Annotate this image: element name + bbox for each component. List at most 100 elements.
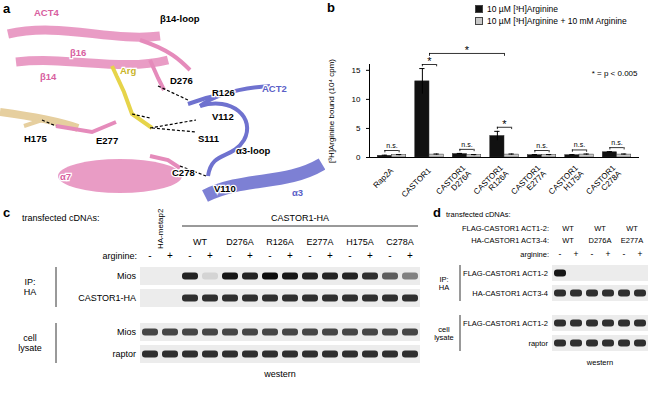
svg-text:-: - [188,250,191,261]
svg-text:raptor: raptor [112,349,136,359]
svg-text:WT: WT [562,224,574,233]
svg-text:cell: cell [23,333,37,343]
svg-text:*: * [502,118,507,130]
html-text:10 µM [³H]Arginine: 10 µM [³H]Arginine [487,4,558,14]
svg-text:H175: H175 [24,133,47,144]
svg-text:CASTOR1E277A: CASTOR1E277A [509,163,548,202]
svg-text:D276: D276 [170,75,193,86]
svg-text:-: - [268,250,271,261]
svg-text:CASTOR1-HA: CASTOR1-HA [78,293,136,303]
svg-text:ACT4: ACT4 [34,7,60,18]
svg-text:β16: β16 [70,47,86,58]
svg-text:V110: V110 [214,183,236,194]
svg-text:+: + [207,250,213,261]
svg-text:S111: S111 [198,133,220,144]
svg-text:n.s.: n.s. [536,142,547,149]
svg-text:transfected cDNAs:: transfected cDNAs: [22,213,100,223]
svg-text:R126A: R126A [266,237,294,247]
svg-text:CASTOR1R126A: CASTOR1R126A [472,163,511,202]
svg-text:western: western [263,369,296,379]
svg-text:[³H]Arginine bound (10⁴ cpm): [³H]Arginine bound (10⁴ cpm) [327,59,336,163]
svg-text:FLAG-CASTOR1 ACT1-2: FLAG-CASTOR1 ACT1-2 [463,269,548,278]
svg-text:C278: C278 [172,167,195,178]
svg-text:-: - [559,249,562,259]
svg-text:*: * [465,44,470,56]
svg-text:+: + [167,250,173,261]
svg-text:western: western [586,358,613,367]
svg-text:0: 0 [356,153,361,162]
svg-text:arginine:: arginine: [520,250,549,259]
svg-text:α3-loop: α3-loop [236,145,271,156]
svg-text:*: * [427,55,432,67]
svg-text:Mios: Mios [117,327,137,337]
svg-text:WT: WT [594,224,606,233]
svg-text:HA-metap2: HA-metap2 [156,208,165,249]
svg-text:* = p < 0.005: * = p < 0.005 [592,69,638,78]
svg-text:IP:: IP: [24,277,35,287]
svg-text:10: 10 [352,95,361,104]
svg-text:β14: β14 [40,71,57,82]
svg-text:HA-CASTOR1 ACT3-4:: HA-CASTOR1 ACT3-4: [471,236,549,245]
svg-text:E277A: E277A [306,237,333,247]
svg-text:n.s.: n.s. [574,141,585,148]
svg-text:15: 15 [352,66,361,75]
svg-text:+: + [574,249,579,259]
svg-text:arginine:: arginine: [102,251,137,261]
svg-text:CASTOR1: CASTOR1 [400,166,433,199]
svg-text:-: - [623,249,626,259]
svg-text:WT: WT [626,224,638,233]
svg-text:-: - [348,250,351,261]
svg-text:IP:: IP: [439,274,449,284]
svg-text:-: - [388,250,391,261]
svg-text:transfected cDNAs:: transfected cDNAs: [446,210,511,219]
svg-text:β14-loop: β14-loop [160,13,200,24]
svg-text:R126: R126 [212,87,235,98]
svg-text:V112: V112 [212,111,234,122]
svg-text:+: + [367,250,373,261]
html-text:10 µM [³H]Arginine + 10 mM Arg: 10 µM [³H]Arginine + 10 mM Arginine [487,16,627,26]
svg-text:D276A: D276A [589,236,612,245]
svg-text:CASTOR1C278A: CASTOR1C278A [584,163,623,202]
svg-text:lysate: lysate [434,333,454,342]
svg-text:CASTOR1D276A: CASTOR1D276A [434,163,473,202]
svg-text:-: - [591,249,594,259]
svg-text:Arg: Arg [120,65,137,76]
svg-text:CASTOR1H175A: CASTOR1H175A [547,163,586,202]
svg-text:+: + [287,250,293,261]
svg-text:Rap2A: Rap2A [372,166,396,190]
svg-text:n.s.: n.s. [386,142,397,149]
svg-text:n.s.: n.s. [461,141,472,148]
svg-text:Mios: Mios [117,271,137,281]
svg-text:-: - [148,250,151,261]
svg-text:WT: WT [193,237,207,247]
svg-text:raptor: raptor [528,339,548,348]
svg-text:FLAG-CASTOR1 ACT1-2: FLAG-CASTOR1 ACT1-2 [463,319,548,328]
svg-text:E277A: E277A [621,236,644,245]
svg-text:c: c [3,205,10,220]
svg-text:+: + [606,249,611,259]
svg-text:-: - [228,250,231,261]
svg-text:H175A: H175A [346,237,374,247]
svg-text:n.s.: n.s. [611,139,622,146]
svg-text:ACT2: ACT2 [262,83,287,94]
svg-text:HA: HA [439,283,449,292]
svg-text:+: + [638,249,643,259]
svg-text:α7: α7 [60,171,71,182]
svg-text:HA-CASTOR1 ACT3-4: HA-CASTOR1 ACT3-4 [472,289,548,298]
svg-text:-: - [308,250,311,261]
svg-text:d: d [433,205,441,220]
svg-text:CASTOR1-HA: CASTOR1-HA [271,213,329,223]
svg-text:+: + [327,250,333,261]
svg-text:WT: WT [562,236,574,245]
svg-text:HA: HA [24,287,37,297]
svg-text:+: + [247,250,253,261]
svg-text:D276A: D276A [226,237,254,247]
svg-text:C278A: C278A [386,237,414,247]
svg-text:5: 5 [356,124,361,133]
svg-text:α3: α3 [292,187,303,198]
svg-text:a: a [3,1,11,16]
svg-text:FLAG-CASTOR1 ACT1-2:: FLAG-CASTOR1 ACT1-2: [462,224,549,233]
svg-text:E277: E277 [96,135,118,146]
svg-text:lysate: lysate [18,343,42,353]
svg-text:+: + [407,250,413,261]
